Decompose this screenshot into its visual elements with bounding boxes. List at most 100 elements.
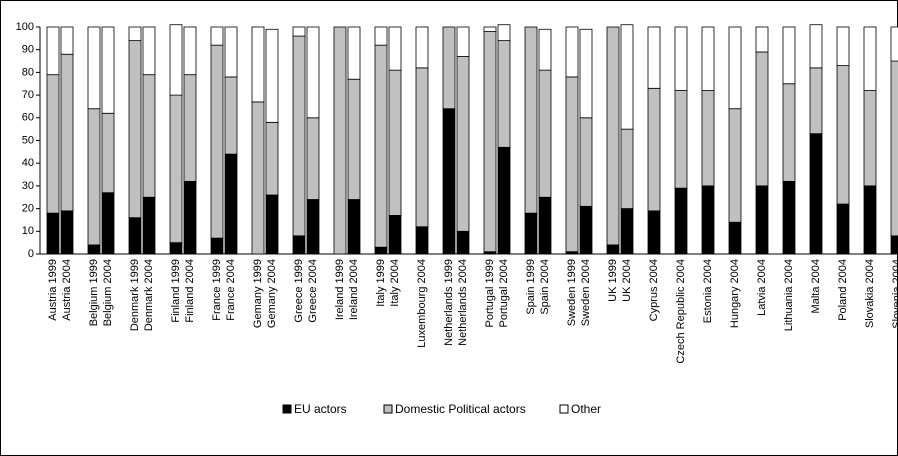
bar-segment bbox=[415, 226, 429, 255]
bar-segment bbox=[224, 76, 238, 155]
x-tick-label: Denmark 1999 bbox=[129, 259, 141, 331]
x-tick-label: Greece 1999 bbox=[293, 259, 305, 323]
bar-segment bbox=[388, 26, 402, 71]
bar-segment bbox=[456, 56, 470, 232]
bar-segment bbox=[374, 26, 388, 46]
bar-segment bbox=[183, 74, 197, 182]
bar-segment bbox=[782, 26, 796, 85]
bar-segment bbox=[565, 26, 579, 78]
bar-segment bbox=[292, 35, 306, 237]
x-tick-label: Netherlands 1999 bbox=[443, 259, 455, 346]
bar-segment bbox=[60, 53, 74, 212]
bar-segment bbox=[782, 83, 796, 182]
bar-segment bbox=[265, 194, 279, 255]
bar-segment bbox=[128, 26, 142, 42]
x-tick-label: Estonia 2004 bbox=[702, 259, 714, 323]
x-tick-label: Hungary 2004 bbox=[729, 259, 741, 328]
x-tick-label: Latvia 2004 bbox=[756, 259, 768, 316]
y-tick-label: 0 bbox=[28, 248, 34, 260]
bar-segment bbox=[224, 153, 238, 255]
bar-segment bbox=[333, 26, 347, 255]
bar-segment bbox=[836, 203, 850, 255]
bar-segment bbox=[306, 117, 320, 200]
bar-segment bbox=[46, 74, 60, 214]
bar-segment bbox=[347, 199, 361, 255]
x-tick-label: Austria 2004 bbox=[61, 259, 73, 321]
y-tick-label: 40 bbox=[22, 157, 34, 169]
bar-segment bbox=[415, 26, 429, 69]
bar-segment bbox=[142, 196, 156, 255]
bar-segment bbox=[306, 199, 320, 255]
bar-segment bbox=[497, 24, 511, 42]
bar-segment bbox=[728, 108, 742, 223]
bar-segment bbox=[442, 108, 456, 255]
bar-segment bbox=[183, 180, 197, 255]
x-tick-label: Lithuania 2004 bbox=[783, 259, 795, 331]
bar-segment bbox=[46, 26, 60, 76]
bar-segment bbox=[620, 128, 634, 209]
bar-segment bbox=[347, 78, 361, 200]
bar-segment bbox=[890, 26, 898, 62]
bar-segment bbox=[782, 180, 796, 255]
bar-segment bbox=[210, 26, 224, 46]
bar-segment bbox=[674, 187, 688, 255]
bar-segment bbox=[60, 26, 74, 55]
bar-segment bbox=[483, 26, 497, 32]
bar-segment bbox=[374, 246, 388, 255]
y-tick-label: 10 bbox=[22, 225, 34, 237]
bar-segment bbox=[538, 28, 552, 71]
x-tick-label: France 2004 bbox=[225, 259, 237, 321]
x-tick-label: Slovenia 2004 bbox=[891, 259, 898, 329]
legend-label: Other bbox=[571, 402, 601, 416]
bar-segment bbox=[224, 26, 238, 78]
bar-segment bbox=[809, 67, 823, 135]
bar-segment bbox=[755, 51, 769, 187]
x-tick-label: Poland 2004 bbox=[837, 259, 849, 321]
bar-segment bbox=[292, 235, 306, 255]
bar-segment bbox=[701, 26, 715, 91]
bar-segment bbox=[483, 31, 497, 253]
x-tick-label: UK 2004 bbox=[621, 259, 633, 302]
bar-segment bbox=[836, 26, 850, 66]
x-tick-label: Belgium 2004 bbox=[102, 259, 114, 326]
bar-segment bbox=[674, 26, 688, 91]
bar-segment bbox=[579, 117, 593, 207]
x-tick-label: Slovakia 2004 bbox=[864, 259, 876, 328]
bar-segment bbox=[60, 210, 74, 255]
x-tick-label: Ireland 1999 bbox=[334, 259, 346, 320]
x-tick-label: Netherlands 2004 bbox=[457, 259, 469, 346]
bar-segment bbox=[728, 221, 742, 255]
x-tick-label: Spain 1999 bbox=[525, 259, 537, 315]
x-tick-label: Italy 1999 bbox=[375, 259, 387, 307]
x-tick-label: Spain 2004 bbox=[539, 259, 551, 315]
bar-segment bbox=[606, 26, 620, 246]
bar-segment bbox=[388, 215, 402, 255]
bar-segment bbox=[456, 26, 470, 57]
bar-segment bbox=[524, 26, 538, 214]
y-tick-label: 90 bbox=[22, 44, 34, 56]
x-tick-label: Sweden 1999 bbox=[566, 259, 578, 326]
bar-segment bbox=[647, 26, 661, 89]
bar-segment bbox=[579, 205, 593, 255]
bar-segment bbox=[292, 26, 306, 37]
y-tick-label: 80 bbox=[22, 66, 34, 78]
bar-segment bbox=[836, 65, 850, 205]
legend-swatch bbox=[559, 404, 569, 414]
y-tick-label: 100 bbox=[16, 21, 34, 33]
bar-segment bbox=[890, 60, 898, 237]
x-tick-label: Portugal 2004 bbox=[498, 259, 510, 328]
bar-segment bbox=[755, 185, 769, 255]
bar-segment bbox=[647, 87, 661, 212]
bar-segment bbox=[101, 192, 115, 255]
legend-swatch bbox=[282, 404, 292, 414]
x-tick-label: Belgium 1999 bbox=[88, 259, 100, 326]
bar-segment bbox=[265, 28, 279, 123]
bar-segment bbox=[142, 74, 156, 198]
bar-segment bbox=[210, 237, 224, 255]
x-tick-label: Greece 2004 bbox=[307, 259, 319, 323]
bar-segment bbox=[497, 146, 511, 255]
bar-segment bbox=[101, 112, 115, 194]
x-tick-label: Gemany 2004 bbox=[266, 259, 278, 328]
bar-segment bbox=[415, 67, 429, 228]
bar-segment bbox=[169, 24, 183, 96]
